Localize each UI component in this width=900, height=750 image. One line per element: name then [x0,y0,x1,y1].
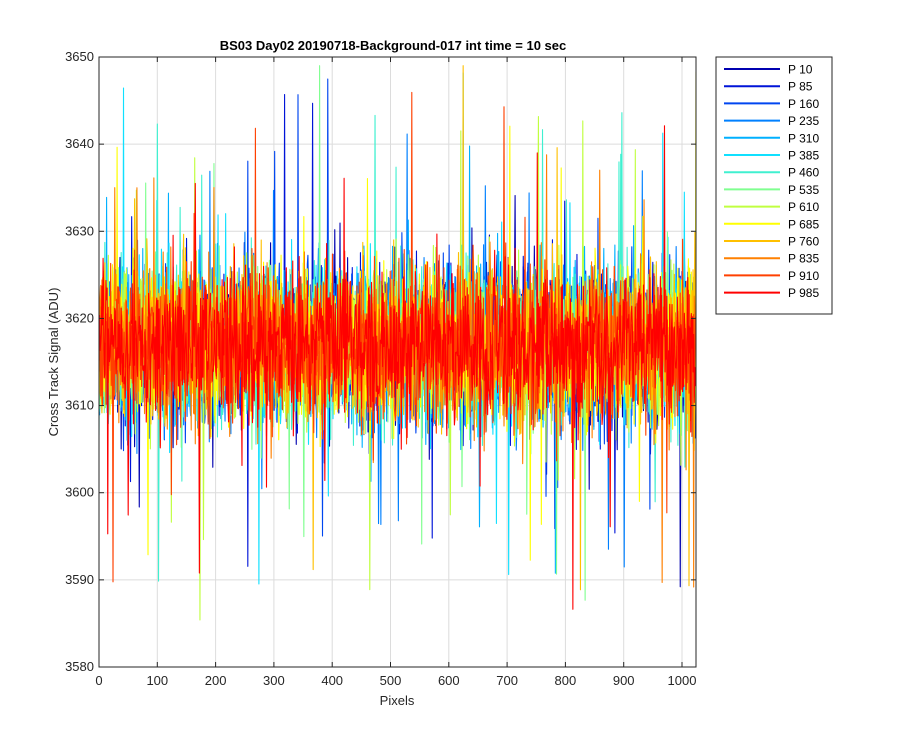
x-tick-label: 500 [380,673,402,688]
legend-label: P 385 [788,149,819,163]
y-tick-label: 3580 [65,659,94,674]
y-axis: 3580 3590 3600 3610 3620 3630 3640 3650 [65,49,696,674]
x-tick-label: 200 [205,673,227,688]
y-tick-label: 3600 [65,485,94,500]
legend-label: P 160 [788,97,819,111]
y-tick-label: 3640 [65,136,94,151]
legend-label: P 610 [788,200,819,214]
plot-frame [98,56,697,668]
y-tick-label: 3590 [65,572,94,587]
x-tick-label: 900 [613,673,635,688]
x-tick-label: 700 [496,673,518,688]
legend-label: P 985 [788,286,819,300]
legend-label: P 85 [788,80,813,94]
legend-label: P 10 [788,63,813,77]
y-tick-label: 3650 [65,49,94,64]
series-line-p985 [99,125,696,610]
legend-label: P 310 [788,131,819,145]
legend-label: P 760 [788,235,819,249]
x-axis-label: Pixels [380,693,415,708]
x-tick-label: 100 [146,673,168,688]
x-tick-label: 400 [321,673,343,688]
legend-box [715,56,833,315]
x-tick-label: 0 [95,673,102,688]
x-tick-label: 600 [438,673,460,688]
y-tick-label: 3610 [65,398,94,413]
x-axis: 0 100 200 300 400 500 600 700 800 900 1000 [95,57,696,688]
y-tick-label: 3630 [65,223,94,238]
x-tick-label: 1000 [668,673,697,688]
legend-label: P 835 [788,252,819,266]
legend-label: P 235 [788,114,819,128]
legend-label: P 535 [788,183,819,197]
x-tick-label: 800 [555,673,577,688]
y-tick-label: 3620 [65,310,94,325]
legend-label: P 910 [788,269,819,283]
y-axis-label: Cross Track Signal (ADU) [46,288,61,437]
legend-label: P 460 [788,166,819,180]
legend-label: P 685 [788,217,819,231]
chart-title: BS03 Day02 20190718-Background-017 int t… [220,38,567,53]
x-tick-label: 300 [263,673,285,688]
legend: P 10 P 85 P 160 P 235 P 310 P 385 P 460 P 535 P … [715,56,833,315]
series-layer [99,65,696,621]
